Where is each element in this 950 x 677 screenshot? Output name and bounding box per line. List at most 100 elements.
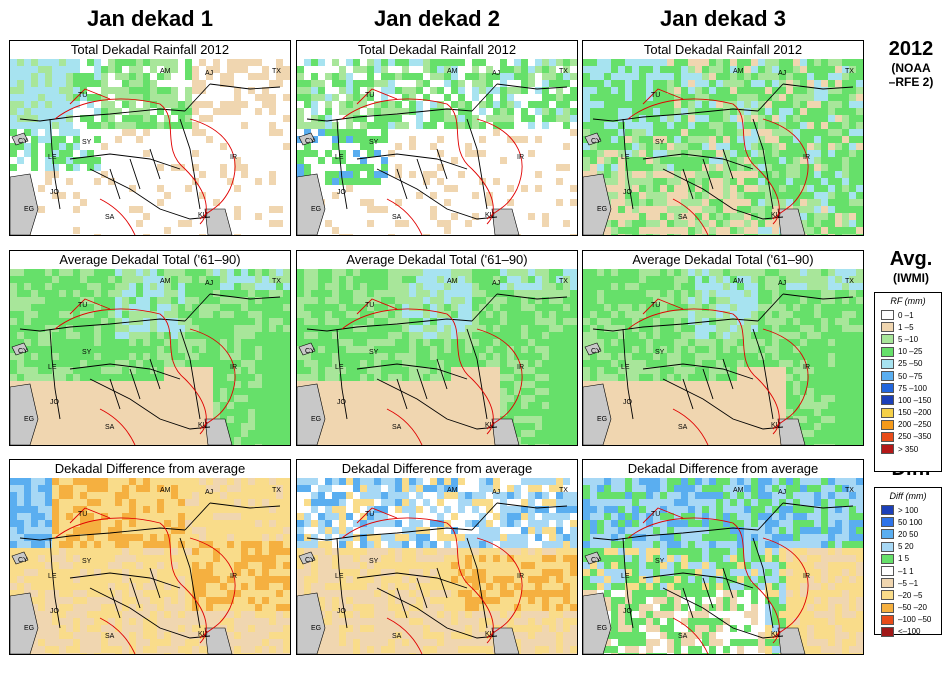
map-label: AJ [492, 489, 500, 496]
map-label: LE [48, 573, 57, 580]
map-label: EG [24, 416, 34, 423]
legend-item: –100 –50 [875, 614, 941, 626]
map-label: EG [311, 206, 321, 213]
legend-swatch [881, 310, 894, 321]
diff-legend: Diff (mm) > 100 50 100 20 50 5 20 1 5 –1 1 –5 … [874, 487, 942, 638]
legend-swatch [881, 383, 894, 394]
map-label: SA [105, 424, 115, 431]
map-label: AM [160, 278, 171, 285]
legend-label: 50 –75 [898, 371, 923, 381]
map-label: KU [198, 422, 208, 429]
map-label: TU [365, 92, 374, 99]
map-label: JO [623, 608, 633, 615]
legend-swatch [881, 505, 894, 516]
map-label: KU [485, 212, 495, 219]
legend-label: –5 –1 [898, 578, 919, 588]
map-label: TX [559, 278, 568, 285]
map-image: AM AJ TX TU SY IR LE JO EG SA KU CY [10, 59, 290, 235]
legend-item: –50 –20 [875, 602, 941, 614]
map-label: IR [230, 573, 237, 580]
legend-label: –1 1 [898, 566, 914, 576]
legend-swatch [881, 529, 894, 540]
map-label: CY [591, 557, 601, 564]
map-image: AM AJ TX TU SY IR LE JO EG SA KU CY [10, 478, 290, 654]
map-label: LE [48, 364, 57, 371]
map-label: TX [845, 68, 854, 75]
map-label: TU [365, 511, 374, 518]
legend-label: <–100 [898, 627, 921, 637]
map-label: CY [305, 557, 315, 564]
map-label: JO [623, 399, 633, 406]
map-label: KU [771, 422, 781, 429]
row-label-avg: Avg. (IWMI) [889, 248, 933, 285]
map-label: IR [230, 154, 237, 161]
map-label: KU [771, 631, 781, 638]
map-label: JO [50, 189, 60, 196]
map-label: SY [82, 139, 92, 146]
map-label: TU [651, 511, 660, 518]
legend-label: –100 –50 [898, 615, 932, 625]
map-image: AM AJ TX TU SY IR LE JO EG SA KU CY [10, 269, 290, 445]
legend-label: 150 –200 [898, 408, 932, 418]
legend-item: <–100 [875, 626, 941, 638]
legend-item: 150 –200 [875, 407, 941, 419]
panel-title: Total Dekadal Rainfall 2012 [583, 41, 863, 60]
legend-swatch [881, 566, 894, 577]
map-label: AJ [492, 280, 500, 287]
map-panel: Dekadal Difference from average AM AJ TX TU S… [582, 459, 864, 655]
map-label: SY [369, 139, 379, 146]
map-label: EG [24, 625, 34, 632]
legend-label: 1 –5 [898, 322, 914, 332]
map-label: TX [559, 68, 568, 75]
map-label: TU [78, 302, 87, 309]
map-label: IR [230, 364, 237, 371]
map-label: TX [272, 68, 281, 75]
panel-title: Total Dekadal Rainfall 2012 [297, 41, 577, 60]
legend-label: 250 –350 [898, 432, 932, 442]
legend-swatch [881, 517, 894, 528]
legend-item: 50 –75 [875, 370, 941, 382]
map-label: EG [311, 416, 321, 423]
map-label: CY [591, 138, 601, 145]
map-label: CY [18, 348, 28, 355]
legend-swatch [881, 553, 894, 564]
map-label: SA [392, 424, 402, 431]
legend-item: 1 5 [875, 553, 941, 565]
map-label: CY [591, 348, 601, 355]
map-image: AM AJ TX TU SY IR LE JO EG SA KU CY [297, 478, 577, 654]
map-label: CY [305, 138, 315, 145]
map-label: SY [369, 349, 379, 356]
map-label: IR [803, 364, 810, 371]
panel-title: Average Dekadal Total ('61–90) [583, 251, 863, 270]
map-label: AJ [778, 489, 786, 496]
map-label: TU [651, 302, 660, 309]
legend-label: > 100 [898, 505, 919, 515]
legend-swatch [881, 407, 894, 418]
column-header-3: Jan dekad 3 [660, 6, 786, 31]
map-label: LE [335, 573, 344, 580]
map-label: EG [24, 206, 34, 213]
map-label: SA [678, 633, 688, 640]
map-label: CY [305, 348, 315, 355]
legend-swatch [881, 590, 894, 601]
legend-label: 10 –25 [898, 347, 923, 357]
map-label: AM [447, 278, 458, 285]
legend-item: 1 –5 [875, 321, 941, 333]
legend-item: 50 100 [875, 516, 941, 528]
map-label: TU [78, 92, 87, 99]
legend-item: –5 –1 [875, 577, 941, 589]
map-label: LE [48, 154, 57, 161]
legend-item: 250 –350 [875, 431, 941, 443]
legend-swatch [881, 358, 894, 369]
legend-label: > 350 [898, 444, 919, 454]
legend-swatch [881, 578, 894, 589]
map-label: AJ [778, 70, 786, 77]
legend-label: 5 –10 [898, 334, 919, 344]
map-panel: Average Dekadal Total ('61–90) AM AJ TX TU SY… [582, 250, 864, 446]
panel-title: Dekadal Difference from average [583, 460, 863, 479]
legend-item: 75 –100 [875, 382, 941, 394]
legend-item: 100 –150 [875, 394, 941, 406]
legend-item: –20 –5 [875, 589, 941, 601]
map-label: SY [369, 558, 379, 565]
legend-item: –1 1 [875, 565, 941, 577]
